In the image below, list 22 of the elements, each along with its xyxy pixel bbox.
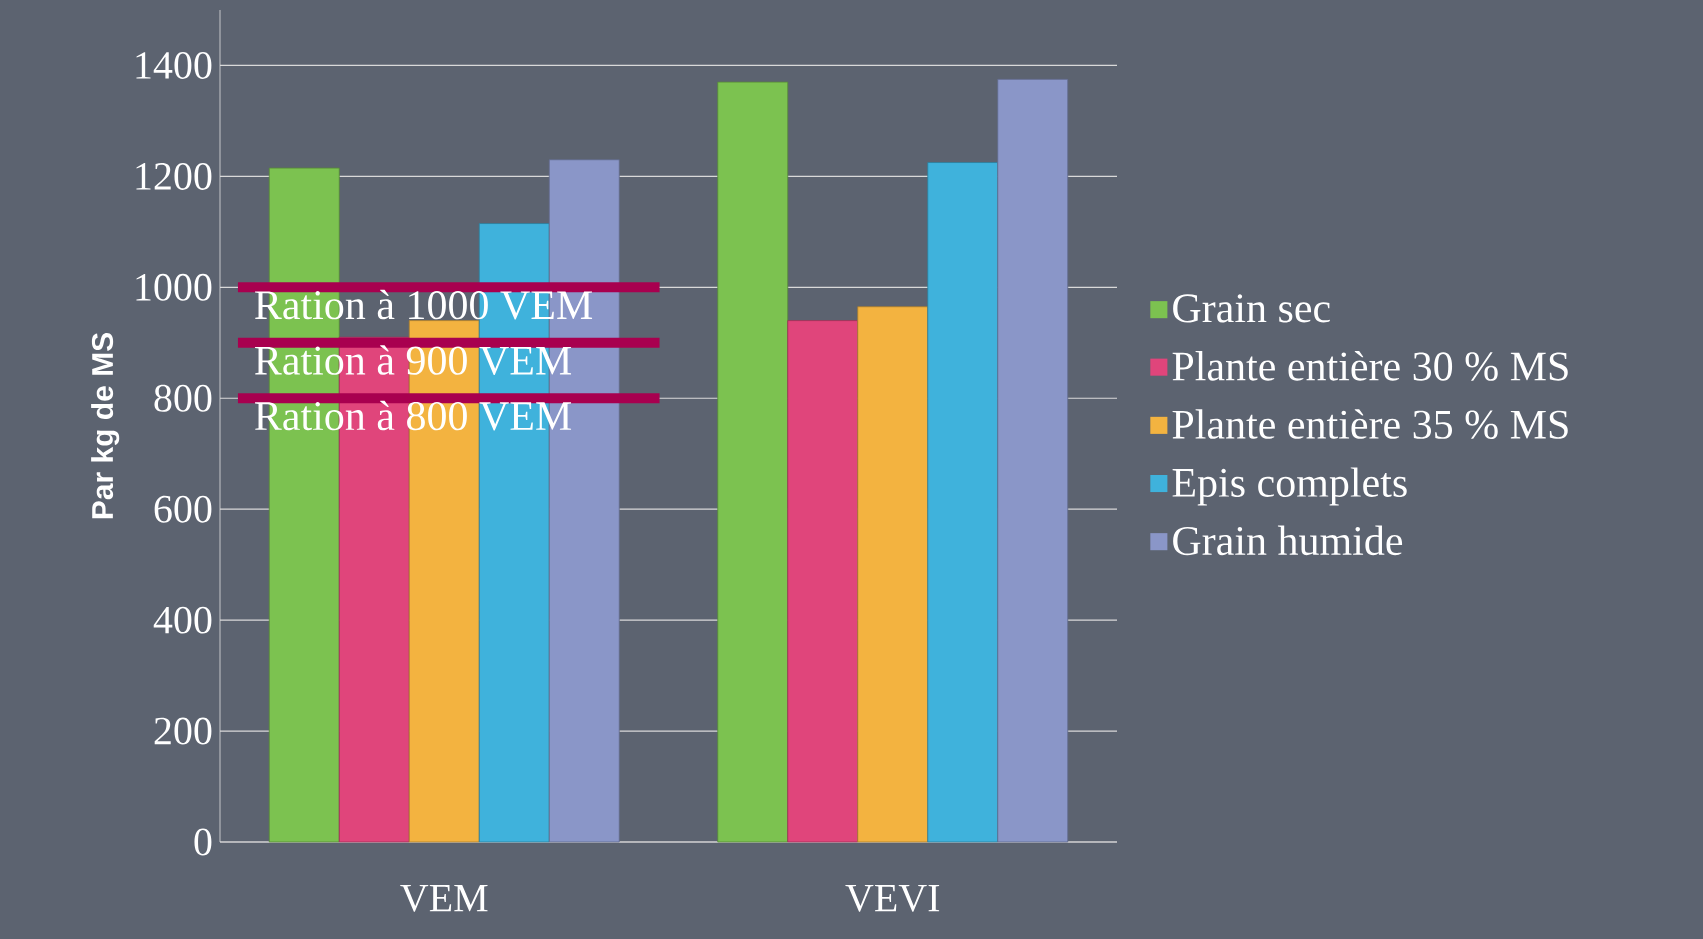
- y-axis-title: Par kg de MS: [91, 333, 120, 519]
- bar: [787, 320, 859, 843]
- legend-label: Plante entière 30 % MS: [1172, 351, 1568, 381]
- y-tick-label: 600: [154, 495, 212, 523]
- bar: [927, 162, 999, 843]
- bar: [717, 81, 789, 843]
- y-tick-label: 0: [194, 828, 212, 856]
- legend-label: Epis complets: [1172, 467, 1407, 506]
- legend-label: Grain sec: [1173, 294, 1330, 323]
- x-tick-label: VEVI: [845, 885, 940, 912]
- y-tick-label: 1200: [136, 162, 212, 190]
- y-tick-label: 800: [154, 384, 212, 412]
- bar: [857, 306, 929, 843]
- y-tick-label: 1000: [136, 273, 212, 301]
- legend-label: Plante entière 35 % MS: [1172, 409, 1568, 440]
- y-tick-label: 1400: [136, 51, 212, 79]
- y-tick-label: 200: [154, 717, 212, 745]
- x-tick-label: VEM: [400, 885, 488, 912]
- legend-label: Grain humide: [1173, 525, 1403, 556]
- y-tick-label: 400: [153, 606, 212, 634]
- bar: [997, 78, 1069, 843]
- bar: [408, 320, 480, 843]
